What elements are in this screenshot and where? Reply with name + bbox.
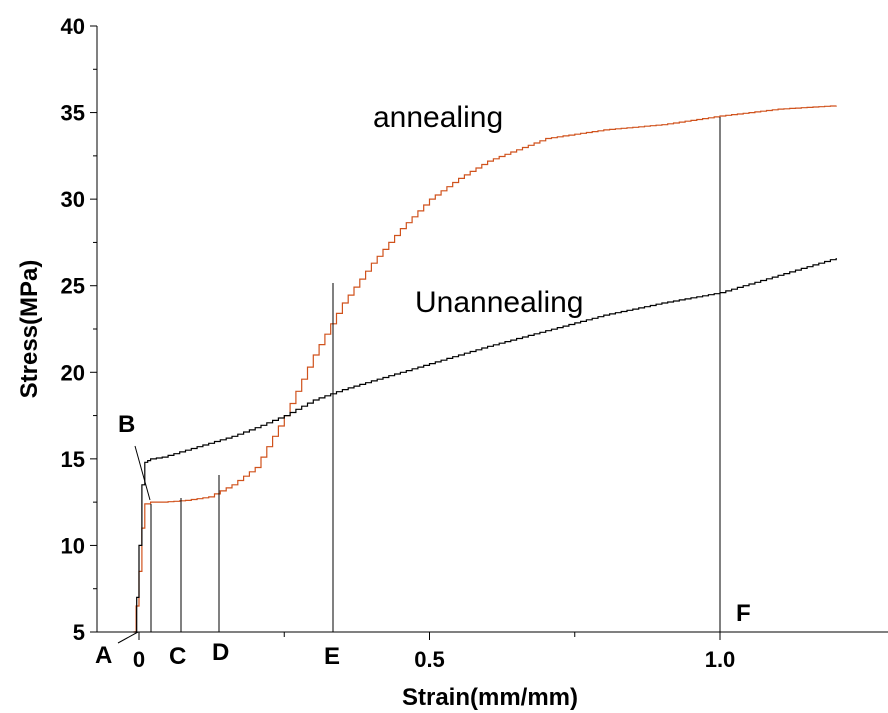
series-line-annealing xyxy=(133,105,837,633)
y-tick-label-30: 30 xyxy=(61,187,85,212)
y-tick-label-35: 35 xyxy=(61,101,85,126)
annealing-label: annealing xyxy=(373,101,503,134)
x-tick-label-1.0: 1.0 xyxy=(705,647,736,672)
x-axis-title: Strain(mm/mm) xyxy=(402,684,578,711)
drop-lines xyxy=(117,117,721,644)
unannealing-label: Unannealing xyxy=(415,286,583,319)
point-label-e: E xyxy=(324,643,340,670)
x-ticks: 0 0.5 1.0 xyxy=(133,632,735,672)
y-tick-label-5: 5 xyxy=(73,620,85,645)
y-tick-label-25: 25 xyxy=(61,274,85,299)
y-tick-label-20: 20 xyxy=(61,360,85,385)
x-tick-label-0: 0 xyxy=(133,647,145,672)
y-tick-label-40: 40 xyxy=(61,14,85,39)
point-label-b: B xyxy=(118,411,135,438)
y-tick-label-15: 15 xyxy=(61,447,85,472)
point-label-d: D xyxy=(212,639,229,666)
y-tick-label-10: 10 xyxy=(61,533,85,558)
x-tick-label-0.5: 0.5 xyxy=(414,647,445,672)
leader-line-b xyxy=(134,445,151,501)
plot-area xyxy=(133,105,837,633)
leader-line-a xyxy=(117,631,139,644)
series-line-unannealing xyxy=(134,258,837,633)
y-axis-title: Stress(MPa) xyxy=(16,260,43,399)
y-ticks: 5 10 15 20 25 30 35 40 xyxy=(61,14,97,645)
point-label-c: C xyxy=(169,643,186,670)
point-label-f: F xyxy=(736,600,751,627)
point-label-a: A xyxy=(95,642,112,669)
